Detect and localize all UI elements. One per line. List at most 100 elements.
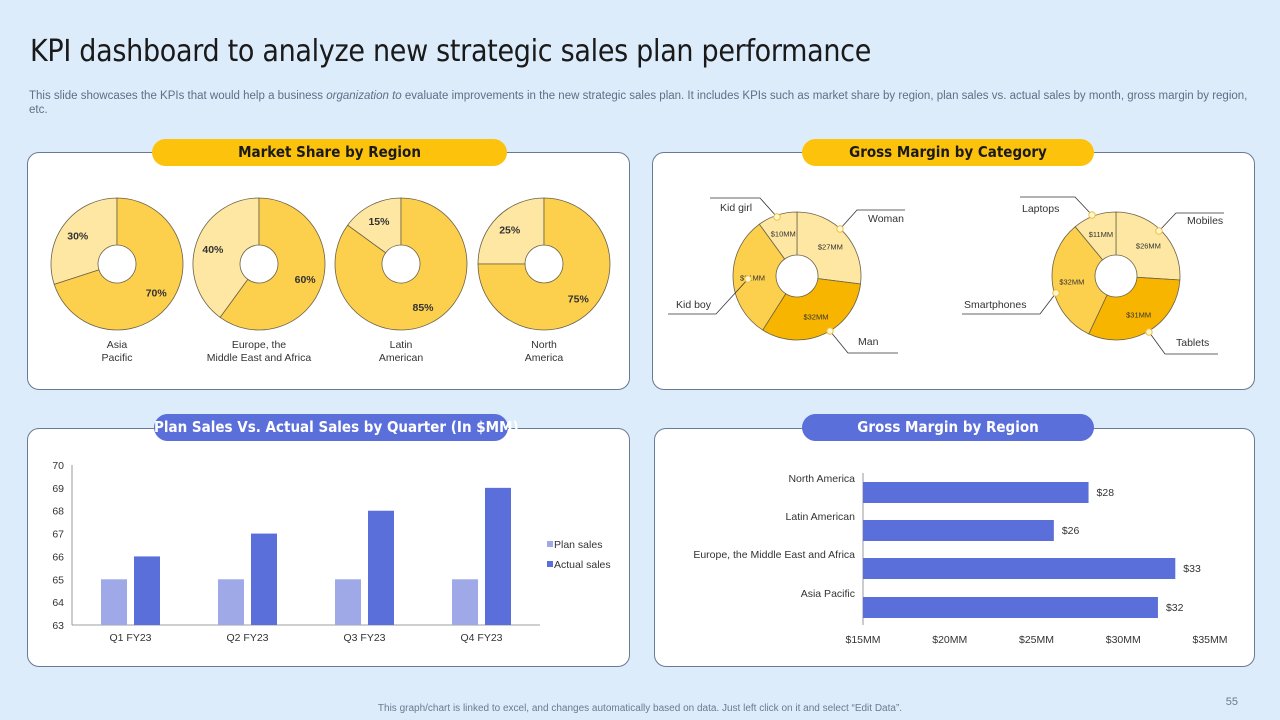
gross-margin-category-callout-label: Kid girl [720,202,752,214]
plan-vs-actual-header: Plan Sales Vs. Actual Sales by Quarter (… [154,414,519,441]
legend-label: Plan sales [554,539,602,551]
market-share-header: Market Share by Region [152,139,507,166]
region-x-tick-label: $35MM [1192,634,1227,646]
callout-line [668,278,749,315]
gross-margin-category-callout-label: Laptops [1022,203,1059,215]
plan-sales-bar [218,579,244,625]
region-category-label: Europe, the Middle East and Africa [693,549,855,561]
market-share-slice-label: 30% [67,230,89,242]
market-share-slice-label: 40% [202,244,224,256]
page-title: KPI dashboard to analyze new strategic s… [30,34,872,69]
gross-margin-category-slice [796,211,862,285]
market-share-slice-label: 85% [413,302,435,314]
footer-note: This graph/chart is linked to excel, and… [377,703,903,714]
market-share-slice-label: 70% [146,288,168,300]
gross-margin-category-callout-label: Man [858,336,879,348]
callout-line [1020,196,1093,216]
callout-line [829,330,898,354]
plan-sales-bar [101,579,127,625]
market-share-region-label: American [379,352,424,364]
market-share-region-label: Europe, the [232,339,286,351]
gross-margin-category-value-label: $31MM [1126,310,1151,319]
gross-margin-category-value-label: $11MM [1089,230,1113,239]
y-tick-label: 67 [52,529,64,541]
gross-margin-category-slice [1074,211,1117,261]
callout-dot [1155,227,1163,235]
region-x-tick-label: $30MM [1106,634,1141,646]
subtitle-text-italic: organization to [326,90,402,102]
market-share-region-label: America [525,352,564,364]
page-number: 55 [1225,696,1238,708]
callout-line [962,292,1057,315]
x-tick-label: Q4 FY23 [460,632,502,644]
market-share-panel [27,152,630,390]
market-share-slice-label: 75% [568,293,590,305]
subtitle-text-2: evaluate improvements in the new strateg… [29,90,1248,116]
gross-margin-category-callout-label: Mobiles [1187,215,1223,227]
market-share-slice [334,197,468,331]
gross-margin-category-slice [1088,276,1181,341]
plan-vs-actual-panel [27,428,630,667]
market-share-slice [477,197,545,265]
gross-margin-category-value-label: $27MM [818,243,843,252]
callout-line [1158,212,1224,232]
market-share-slice [53,197,184,331]
actual-sales-bar [251,533,277,625]
callout-line [839,209,905,230]
gross-margin-category-value-label: $26MM [1136,242,1161,251]
region-value-label: $32 [1166,602,1184,614]
y-tick-label: 63 [52,620,64,632]
market-share-slice-label: 60% [295,274,317,286]
market-share-region-label: Middle East and Africa [207,352,312,364]
gross-margin-category-slice [762,278,861,341]
region-value-label: $28 [1097,487,1115,499]
market-share-slice-label: 15% [368,216,390,228]
market-share-region-label: Pacific [102,352,133,364]
region-x-tick-label: $25MM [1019,634,1054,646]
gross-margin-category-callout-label: Tablets [1176,337,1209,349]
callout-dot [1052,289,1060,297]
y-tick-label: 66 [52,551,64,563]
page-subtitle: This slide showcases the KPIs that would… [29,89,1254,117]
y-tick-label: 70 [52,460,64,472]
region-category-label: Asia Pacific [801,588,855,600]
subtitle-text-1: This slide showcases the KPIs that would… [29,90,327,102]
callout-line [1148,331,1218,355]
actual-sales-bar [134,556,160,625]
callout-dot [1145,328,1153,336]
y-tick-label: 64 [52,597,64,609]
region-bar [863,520,1054,541]
region-bar [863,558,1176,579]
callout-dot [744,275,752,283]
gross-margin-category-value-label: $32MM [803,312,828,321]
gross-margin-category-slice [732,223,787,331]
gross-margin-category-callout-label: Woman [868,213,904,225]
market-share-slice [347,197,402,254]
actual-sales-bar [368,510,394,625]
gross-margin-category-value-label: $31MM [740,273,765,282]
region-bar [863,482,1089,503]
region-category-label: Latin American [786,511,856,523]
gross-margin-category-value-label: $10MM [771,230,796,239]
region-value-label: $33 [1183,563,1201,575]
gross-margin-category-header: Gross Margin by Category [802,139,1094,166]
market-share-region-label: Asia [107,339,128,351]
callout-line [710,197,778,218]
gross-margin-category-slice [758,211,798,260]
x-tick-label: Q2 FY23 [226,632,268,644]
market-share-slice [477,197,611,331]
gross-margin-category-slice [1051,226,1108,335]
gross-margin-region-header: Gross Margin by Region [802,414,1094,441]
market-share-slice-label: 25% [499,225,521,237]
callout-dot [826,327,834,335]
market-share-slice [192,197,260,318]
region-category-label: North America [788,473,855,485]
region-value-label: $26 [1062,525,1080,537]
region-bar [863,597,1158,618]
market-share-region-label: North [531,339,557,351]
market-share-slice [219,197,326,331]
y-tick-label: 68 [52,506,64,518]
plan-sales-bar [335,579,361,625]
callout-dot [773,213,781,221]
